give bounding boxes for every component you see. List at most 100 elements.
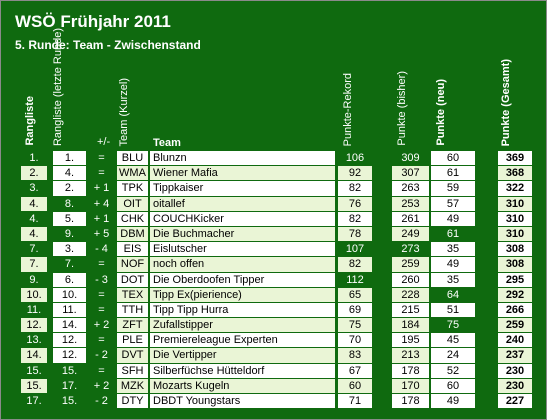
team-code-cell: EIS bbox=[117, 242, 148, 257]
team-code-cell: TEX bbox=[117, 287, 148, 302]
points-total-cell: 295 bbox=[498, 272, 532, 287]
team-name-cell: Eislutscher bbox=[150, 242, 335, 257]
rank-cell: 4. bbox=[21, 196, 47, 211]
rank-cell: 9. bbox=[21, 272, 47, 287]
points-before-cell: 260 bbox=[392, 272, 429, 287]
points-total-cell: 308 bbox=[498, 257, 532, 272]
table-row: 3. 2. + 1 TPK Tippkaiser 82 263 59 322 bbox=[1, 181, 546, 196]
last-round-cell: 11. bbox=[53, 302, 86, 318]
change-cell: + 1 bbox=[87, 181, 116, 196]
record-cell: 82 bbox=[338, 211, 372, 226]
last-round-cell: 4. bbox=[53, 166, 86, 181]
change-cell: = bbox=[87, 151, 116, 166]
points-new-cell: 24 bbox=[431, 348, 475, 363]
change-cell: + 2 bbox=[87, 318, 116, 333]
points-new-cell: 49 bbox=[431, 211, 475, 226]
points-total-cell: 310 bbox=[498, 226, 532, 242]
header-plusminus: +/- bbox=[97, 136, 111, 148]
points-new-cell: 59 bbox=[431, 181, 475, 196]
points-total-cell: 308 bbox=[498, 242, 532, 257]
rank-cell: 1. bbox=[21, 151, 47, 166]
team-code-cell: MZK bbox=[117, 378, 148, 393]
points-before-cell: 259 bbox=[392, 257, 429, 272]
last-round-cell: 5. bbox=[53, 211, 86, 226]
last-round-cell: 9. bbox=[53, 226, 86, 242]
change-cell: = bbox=[87, 302, 116, 318]
team-code-cell: ZFT bbox=[117, 318, 148, 333]
team-name-cell: Premiereleague Experten bbox=[150, 333, 335, 348]
table-row: 2. 4. = WMA Wiener Mafia 92 307 61 368 bbox=[1, 166, 546, 181]
team-name-cell: Tippkaiser bbox=[150, 181, 335, 196]
rank-cell: 4. bbox=[21, 211, 47, 226]
rank-cell: 2. bbox=[21, 166, 47, 181]
points-before-cell: 309 bbox=[392, 151, 429, 166]
rank-cell: 12. bbox=[21, 318, 47, 333]
team-name-cell: Tipp Ex(pierience) bbox=[150, 287, 335, 302]
team-code-cell: PLE bbox=[117, 333, 148, 348]
change-cell: - 4 bbox=[87, 242, 116, 257]
points-new-cell: 75 bbox=[431, 318, 475, 333]
points-total-cell: 230 bbox=[498, 378, 532, 393]
points-total-cell: 369 bbox=[498, 151, 532, 166]
rank-cell: 3. bbox=[21, 181, 47, 196]
rank-cell: 13. bbox=[21, 333, 47, 348]
last-round-cell: 12. bbox=[53, 348, 86, 363]
points-new-cell: 49 bbox=[431, 394, 475, 409]
points-before-cell: 184 bbox=[392, 318, 429, 333]
team-name-cell: Zufallstipper bbox=[150, 318, 335, 333]
team-code-cell: DBM bbox=[117, 226, 148, 242]
team-code-cell: BLU bbox=[117, 151, 148, 166]
rank-cell: 7. bbox=[21, 242, 47, 257]
change-cell: = bbox=[87, 257, 116, 272]
record-cell: 67 bbox=[338, 363, 372, 378]
team-name-cell: Die Buchmacher bbox=[150, 226, 335, 242]
header-punkte-bisher: Punkte (bisher) bbox=[396, 71, 408, 146]
rank-cell: 15. bbox=[21, 363, 47, 378]
table-row: 4. 9. + 5 DBM Die Buchmacher 78 249 61 310 bbox=[1, 226, 546, 242]
points-before-cell: 261 bbox=[392, 211, 429, 226]
rank-cell: 10. bbox=[21, 287, 47, 302]
header-punkte-neu: Punkte (neu) bbox=[435, 79, 447, 146]
table-row: 1. 1. = BLU Blunzn 106 309 60 369 bbox=[1, 151, 546, 166]
points-new-cell: 57 bbox=[431, 196, 475, 211]
team-code-cell: CHK bbox=[117, 211, 148, 226]
last-round-cell: 1. bbox=[53, 151, 86, 166]
change-cell: + 2 bbox=[87, 378, 116, 393]
points-total-cell: 368 bbox=[498, 166, 532, 181]
points-new-cell: 64 bbox=[431, 287, 475, 302]
rank-cell: 11. bbox=[21, 302, 47, 318]
last-round-cell: 15. bbox=[53, 363, 86, 378]
record-cell: 107 bbox=[338, 242, 372, 257]
team-name-cell: oitallef bbox=[150, 196, 335, 211]
last-round-cell: 12. bbox=[53, 333, 86, 348]
points-new-cell: 61 bbox=[431, 226, 475, 242]
team-code-cell: SFH bbox=[117, 363, 148, 378]
points-before-cell: 213 bbox=[392, 348, 429, 363]
change-cell: = bbox=[87, 333, 116, 348]
points-total-cell: 292 bbox=[498, 287, 532, 302]
table-row: 4. 5. + 1 CHK COUCHKicker 82 261 49 310 bbox=[1, 211, 546, 227]
record-cell: 112 bbox=[338, 272, 372, 287]
points-total-cell: 230 bbox=[498, 363, 532, 378]
points-before-cell: 253 bbox=[392, 196, 429, 211]
points-new-cell: 49 bbox=[431, 257, 475, 272]
points-total-cell: 259 bbox=[498, 318, 532, 333]
header-team: Team bbox=[153, 137, 181, 149]
team-name-cell: Die Oberdoofen Tipper bbox=[150, 272, 335, 287]
team-name-cell: Wiener Mafia bbox=[150, 166, 335, 181]
change-cell: + 5 bbox=[87, 226, 116, 242]
record-cell: 75 bbox=[338, 318, 372, 333]
points-new-cell: 60 bbox=[431, 151, 475, 166]
record-cell: 82 bbox=[338, 181, 372, 196]
table-row: 9. 6. - 3 DOT Die Oberdoofen Tipper 112 260 35 2… bbox=[1, 272, 546, 288]
points-total-cell: 266 bbox=[498, 302, 532, 318]
points-total-cell: 227 bbox=[498, 394, 532, 409]
last-round-cell: 8. bbox=[53, 196, 86, 211]
table-row: 4. 8. + 4 OIT oitallef 76 253 57 310 bbox=[1, 196, 546, 212]
record-cell: 83 bbox=[338, 348, 372, 363]
page-title: WSÖ Frühjahr 2011 bbox=[15, 12, 171, 31]
team-code-cell: OIT bbox=[117, 196, 148, 211]
change-cell: + 4 bbox=[87, 196, 116, 211]
record-cell: 69 bbox=[338, 302, 372, 318]
table-row: 15. 15. = SFH Silberfüchse Hütteldorf 67 178 52… bbox=[1, 363, 546, 379]
